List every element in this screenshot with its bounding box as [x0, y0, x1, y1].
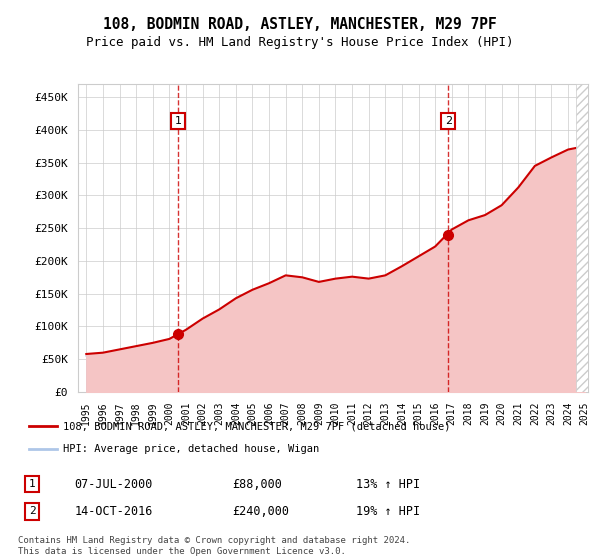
- Text: £88,000: £88,000: [232, 478, 282, 491]
- Text: £240,000: £240,000: [232, 505, 289, 517]
- Text: Price paid vs. HM Land Registry's House Price Index (HPI): Price paid vs. HM Land Registry's House …: [86, 36, 514, 49]
- Text: 1: 1: [175, 116, 182, 126]
- Text: 108, BODMIN ROAD, ASTLEY, MANCHESTER, M29 7PF: 108, BODMIN ROAD, ASTLEY, MANCHESTER, M2…: [103, 17, 497, 32]
- Text: 07-JUL-2000: 07-JUL-2000: [74, 478, 153, 491]
- Text: 19% ↑ HPI: 19% ↑ HPI: [356, 505, 421, 517]
- Text: Contains HM Land Registry data © Crown copyright and database right 2024.
This d: Contains HM Land Registry data © Crown c…: [18, 536, 410, 556]
- Text: HPI: Average price, detached house, Wigan: HPI: Average price, detached house, Wiga…: [63, 444, 319, 454]
- Text: 2: 2: [29, 506, 35, 516]
- Text: 14-OCT-2016: 14-OCT-2016: [74, 505, 153, 517]
- Text: 2: 2: [445, 116, 452, 126]
- Text: 108, BODMIN ROAD, ASTLEY, MANCHESTER, M29 7PF (detached house): 108, BODMIN ROAD, ASTLEY, MANCHESTER, M2…: [63, 421, 451, 431]
- Text: 1: 1: [29, 479, 35, 489]
- Text: 13% ↑ HPI: 13% ↑ HPI: [356, 478, 421, 491]
